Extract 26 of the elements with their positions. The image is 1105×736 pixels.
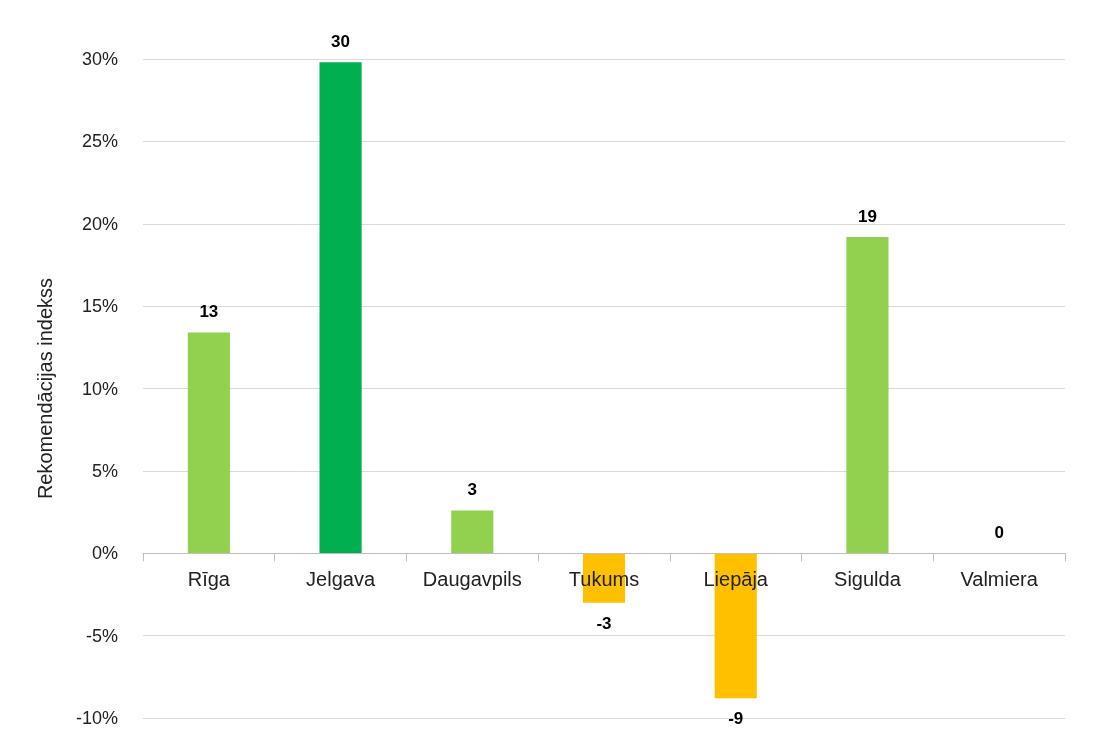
data-label: 3 [467, 480, 478, 500]
bar [319, 62, 362, 554]
y-tick-label: 5% [91, 460, 118, 481]
bar [451, 510, 494, 554]
y-tick-label: 25% [81, 131, 118, 152]
data-label: 0 [994, 523, 1004, 543]
y-tick-label: 30% [81, 49, 118, 69]
x-tick-label: Jelgava [306, 568, 376, 591]
data-label: -9 [728, 709, 744, 729]
data-label: 19 [857, 206, 877, 226]
x-tick-label: Valmiera [960, 568, 1039, 591]
y-axis-title: Rekomendācijas indekss [34, 277, 56, 500]
x-tick-label: Sigulda [834, 568, 902, 591]
x-tick-label: Daugavpils [422, 568, 522, 591]
y-tick-label: -5% [85, 625, 118, 646]
data-label: 13 [199, 302, 219, 322]
y-tick-label: 0% [91, 543, 118, 564]
y-tick-label: 20% [81, 213, 118, 234]
bar [846, 236, 889, 554]
x-tick-label: Rīga [187, 568, 231, 591]
y-tick-label: 10% [81, 378, 118, 399]
data-label: 30 [331, 32, 351, 52]
bar [187, 332, 230, 554]
y-tick-label: 15% [81, 296, 118, 317]
y-tick-label: -10% [75, 708, 118, 728]
data-label: -3 [596, 613, 612, 633]
